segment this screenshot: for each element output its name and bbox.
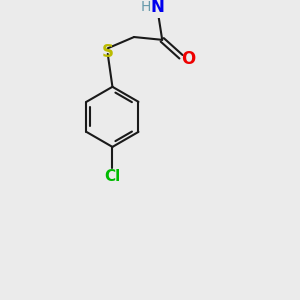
Text: Cl: Cl (104, 169, 121, 184)
Text: S: S (102, 43, 114, 61)
Text: O: O (182, 50, 196, 68)
Text: H: H (141, 0, 152, 14)
Text: N: N (151, 0, 164, 16)
